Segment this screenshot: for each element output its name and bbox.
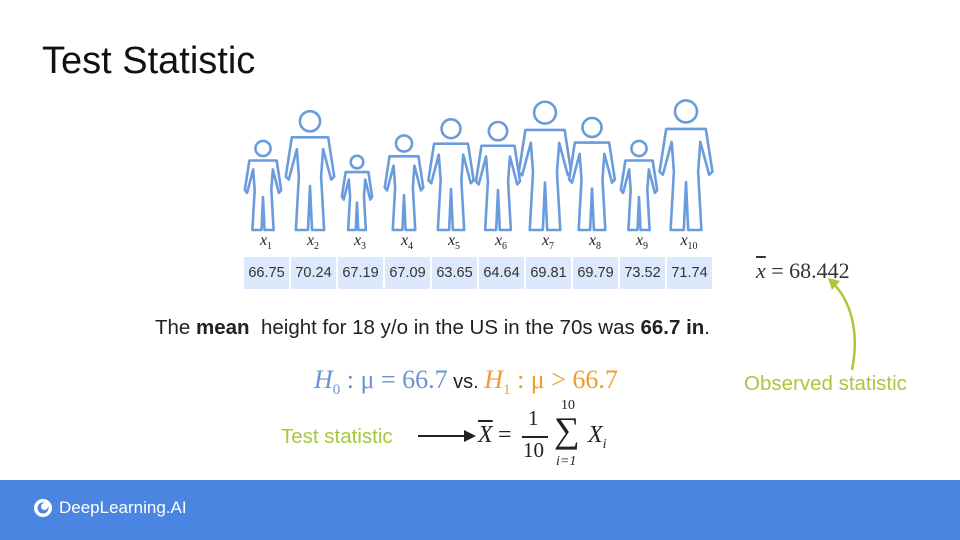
sample-label-x2: x2	[289, 232, 337, 252]
person-silhouette	[567, 116, 617, 232]
label-sub: 3	[361, 241, 367, 253]
sample-value-cell: 63.65	[432, 257, 477, 289]
label-var: x	[680, 232, 688, 249]
sample-label-x1: x1	[242, 232, 290, 252]
sample-label-x5: x5	[430, 232, 478, 252]
sample-label-x9: x9	[618, 232, 666, 252]
test-statistic-arrow	[418, 430, 476, 442]
sample-values-row: 66.75 70.24 67.19 67.09 63.65 64.64 69.81 69.79…	[244, 257, 714, 289]
sample-label-x4: x4	[383, 232, 431, 252]
xbar-value: = 68.442	[771, 258, 850, 283]
person-silhouette	[658, 99, 714, 232]
hypotheses: H0 : μ = 66.7 vs. H1 : μ > 66.7	[314, 365, 618, 399]
person-silhouette	[427, 117, 475, 232]
slide-title: Test Statistic	[42, 40, 256, 82]
sum-lower-limit: i=1	[556, 454, 577, 469]
label-sub: 9	[643, 241, 649, 253]
label-var: x	[588, 232, 597, 249]
person-silhouette	[619, 139, 659, 232]
sample-value-cell: 73.52	[620, 257, 665, 289]
sample-label-x8: x8	[571, 232, 619, 252]
formula-term: Xi	[588, 422, 607, 453]
sentence-mean: mean	[196, 316, 250, 339]
label-sub: 6	[502, 241, 508, 253]
label-sub: 7	[549, 241, 555, 253]
sample-value-cell: 71.74	[667, 257, 712, 289]
label-var: x	[306, 232, 315, 249]
context-sentence: The mean height for 18 y/o in the US in …	[155, 316, 710, 340]
sum-upper-limit: 10	[561, 398, 575, 413]
label-sub: 5	[455, 241, 461, 253]
sample-value-cell: 67.09	[385, 257, 430, 289]
formula-denominator: 10	[523, 438, 544, 462]
label-sub: 2	[314, 241, 320, 253]
label-sub: 8	[596, 241, 602, 253]
sample-value-cell: 64.64	[479, 257, 524, 289]
sentence-part2: height for 18 y/o in the US in the 70s w…	[249, 316, 641, 339]
sum-sign: ∑	[554, 410, 580, 450]
term-sub: i	[602, 436, 607, 452]
sample-value-cell: 67.19	[338, 257, 383, 289]
null-hypothesis: H0 : μ = 66.7	[314, 365, 448, 398]
term-var: X	[588, 422, 603, 448]
h0-sub: 0	[332, 382, 341, 399]
test-statistic-label: Test statistic	[281, 425, 393, 448]
sentence-end: .	[704, 316, 710, 339]
label-sub: 4	[408, 241, 414, 253]
person-silhouette	[383, 134, 425, 232]
label-var: x	[635, 232, 644, 249]
person-silhouette	[340, 154, 374, 232]
vs-text: vs.	[447, 371, 485, 393]
person-silhouette	[517, 100, 573, 232]
sample-value-cell: 69.79	[573, 257, 618, 289]
test-statistic-formula: X = 1 10 10 ∑ i=1 Xi	[478, 398, 618, 479]
person-silhouette	[243, 139, 283, 232]
observed-statistic-label: Observed statistic	[744, 372, 907, 395]
formula-lhs: X	[478, 422, 493, 448]
label-sub: 10	[687, 241, 698, 253]
sentence-value: 66.7 in	[640, 316, 705, 339]
h0-var: H	[314, 365, 333, 394]
label-var: x	[447, 232, 456, 249]
formula-eq: =	[498, 422, 512, 448]
sample-value-cell: 70.24	[291, 257, 336, 289]
label-sub: 1	[267, 241, 273, 253]
sentence-part1: The	[155, 316, 197, 339]
label-var: x	[259, 232, 268, 249]
xbar-symbol: x	[756, 258, 766, 283]
label-var: x	[494, 232, 503, 249]
alternative-hypothesis: H1 : μ > 66.7	[484, 365, 618, 398]
brand-logo: DeepLearning.AI	[33, 498, 187, 518]
observed-arrow	[828, 278, 856, 371]
sample-label-x10: x10	[665, 232, 713, 252]
h1-var: H	[484, 365, 504, 394]
label-var: x	[353, 232, 362, 249]
h1-sub: 1	[503, 382, 511, 399]
people-silhouettes-illustration	[243, 99, 714, 232]
h1-rest: : μ > 66.7	[510, 365, 618, 394]
person-silhouette	[284, 109, 336, 232]
h0-rest: : μ = 66.7	[340, 365, 448, 394]
sample-label-x3: x3	[336, 232, 384, 252]
sample-value-cell: 69.81	[526, 257, 571, 289]
fraction-bar	[522, 436, 548, 438]
label-var: x	[541, 232, 550, 249]
sample-label-x6: x6	[477, 232, 525, 252]
label-var: x	[400, 232, 409, 249]
deeplearning-logo-icon	[34, 499, 52, 517]
formula-numerator: 1	[528, 406, 539, 430]
sample-mean: x = 68.442	[756, 258, 850, 284]
sample-value-cell: 66.75	[244, 257, 289, 289]
footer-bar	[0, 480, 960, 540]
sample-label-x7: x7	[524, 232, 572, 252]
person-silhouette	[474, 120, 522, 232]
brand-name: DeepLearning.AI	[59, 498, 187, 517]
